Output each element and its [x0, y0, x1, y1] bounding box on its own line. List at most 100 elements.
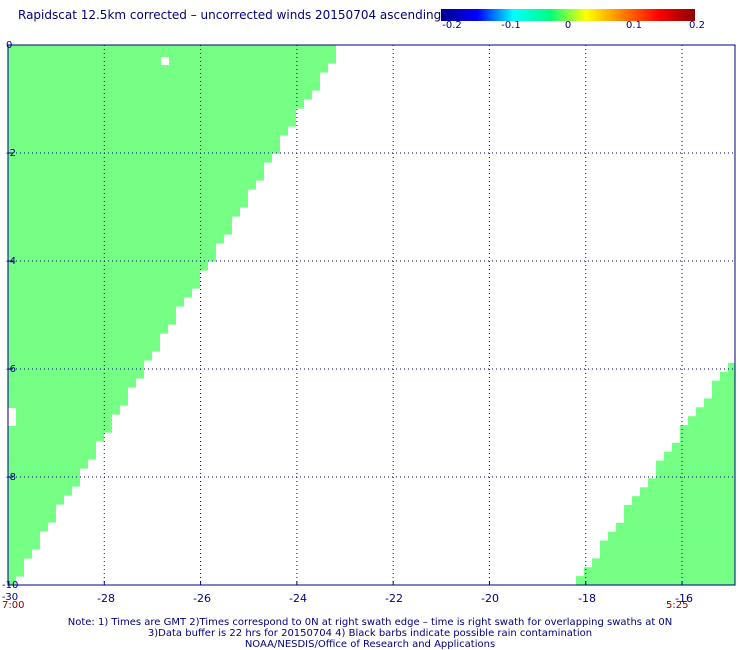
swath-left-row	[8, 549, 32, 559]
lon-label-24w: -24	[289, 592, 307, 605]
lat-label-0: 0	[6, 40, 13, 51]
swath-left-row	[8, 189, 248, 199]
swath-left-row	[8, 225, 232, 235]
map-frame	[7, 44, 736, 586]
swath-right-row	[600, 549, 735, 559]
swath-left-row	[8, 144, 280, 154]
swath-left-row	[8, 117, 296, 127]
swath-left-row	[8, 351, 152, 361]
swath-right-row	[720, 371, 735, 382]
colorbar	[441, 9, 695, 21]
swath-right-row	[680, 433, 735, 444]
lat-label-6s: -6	[6, 364, 16, 375]
swath-left-row	[8, 279, 200, 289]
swath-left-row	[8, 180, 256, 190]
swath-left-row	[8, 567, 24, 577]
swath-right-row	[648, 478, 735, 488]
swath-left-row	[8, 135, 280, 145]
swath-right-row	[608, 531, 735, 542]
swath-left-row	[8, 288, 192, 298]
swath-left-row	[8, 198, 248, 208]
swath-right-row	[624, 505, 735, 515]
swath-left-row	[8, 63, 328, 73]
lon-label-20w: -20	[481, 592, 499, 605]
swath-left-row	[8, 360, 144, 370]
swath-left-row	[8, 90, 312, 100]
swath-left-row	[8, 504, 56, 514]
swath-left-row	[8, 252, 216, 262]
lon-label-28w: -28	[97, 592, 115, 605]
colorbar-tick-2: -0.1	[501, 20, 521, 31]
swath-right-row	[696, 407, 735, 417]
swath-right-row	[680, 425, 735, 435]
swath-right-row	[664, 451, 735, 462]
missing-cell	[8, 408, 16, 426]
swath-left-row	[8, 207, 240, 217]
swath-right-row	[600, 540, 735, 551]
swath-right-row	[632, 496, 735, 506]
swath-left-row	[8, 234, 224, 244]
swath-left-row	[8, 387, 128, 397]
swath-left-row	[8, 243, 216, 253]
note-line-1: Note: 1) Times are GMT 2)Times correspon…	[67, 617, 673, 628]
swath-left-row	[8, 171, 264, 181]
swath-right-row	[640, 487, 735, 497]
lat-label-10s: -10	[2, 580, 19, 591]
swath-left-row	[8, 261, 208, 271]
colorbar-tick-1: -0.2	[442, 20, 462, 31]
swath-left-row	[8, 396, 128, 406]
swath-right	[576, 362, 735, 586]
swath-left-row	[8, 414, 112, 424]
swath-left-row	[8, 108, 296, 118]
swath-right-row	[712, 389, 735, 400]
swath-right-row	[672, 442, 735, 453]
note-line-3: NOAA/NESDIS/Office of Research and Appli…	[244, 639, 496, 650]
swath-left-row	[8, 405, 120, 415]
swath-left-row	[8, 378, 136, 388]
swath-right-row	[728, 362, 735, 373]
swath-left-row	[8, 468, 80, 478]
swath-left-row	[8, 99, 304, 109]
swath-left-row	[8, 81, 320, 91]
swath-left-row	[8, 342, 160, 352]
swath-right-row	[584, 567, 735, 577]
swath-left-row	[8, 270, 200, 280]
swath-right-row	[656, 460, 735, 471]
swath-left-row	[8, 333, 160, 343]
swath-right-row	[576, 576, 735, 586]
lon-label-16w: -16	[675, 592, 693, 605]
swath-left-row	[8, 162, 264, 172]
swath-left-row	[8, 153, 272, 163]
swath-left-row	[8, 126, 288, 136]
swath-left-row	[8, 441, 96, 451]
swath-left-row	[8, 369, 144, 379]
swath-left-row	[8, 486, 72, 496]
swath-left-row	[8, 324, 168, 334]
swath-left-row	[8, 495, 64, 505]
swath-left-row	[8, 423, 112, 433]
swath-left	[8, 45, 336, 586]
swath-left-row	[8, 432, 104, 442]
swath-time-left: 7:00	[2, 600, 25, 611]
swath-left-row	[8, 522, 48, 532]
lat-label-8s: -8	[6, 472, 16, 483]
swath-left-row	[8, 558, 24, 568]
lat-label-4s: -4	[6, 256, 16, 267]
lon-label-30w: -30	[1, 592, 19, 603]
lon-label-22w: -22	[385, 592, 403, 605]
swath-left-row	[8, 45, 336, 55]
swath-right-row	[656, 469, 735, 479]
swath-left-row	[8, 315, 176, 325]
swath-right-row	[704, 398, 735, 408]
swath-left-row	[8, 459, 88, 469]
swath-right-row	[616, 522, 735, 533]
swath-left-row	[8, 576, 16, 586]
swath-left-row	[8, 216, 232, 226]
swath-left-row	[8, 54, 336, 64]
swath-left-row	[8, 72, 320, 82]
swath-left-row	[8, 306, 176, 316]
swath-right-row	[592, 558, 735, 568]
swath-left-row	[8, 477, 80, 487]
swath-right-row	[712, 380, 735, 391]
